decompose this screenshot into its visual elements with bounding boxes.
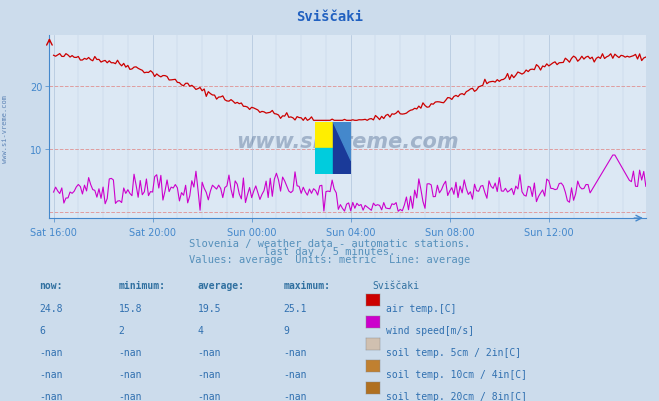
- Text: -nan: -nan: [119, 347, 142, 357]
- Text: -nan: -nan: [198, 347, 221, 357]
- Text: -nan: -nan: [283, 369, 307, 379]
- Text: air temp.[C]: air temp.[C]: [386, 303, 456, 313]
- Text: Sviščaki: Sviščaki: [296, 10, 363, 24]
- Text: -nan: -nan: [40, 347, 63, 357]
- Text: -nan: -nan: [283, 347, 307, 357]
- Text: minimum:: minimum:: [119, 281, 165, 291]
- Text: -nan: -nan: [119, 369, 142, 379]
- Text: -nan: -nan: [40, 369, 63, 379]
- Text: maximum:: maximum:: [283, 281, 330, 291]
- Text: 9: 9: [283, 325, 289, 335]
- Bar: [333, 122, 351, 174]
- Text: -nan: -nan: [198, 391, 221, 401]
- Text: average:: average:: [198, 281, 244, 291]
- Text: soil temp. 10cm / 4in[C]: soil temp. 10cm / 4in[C]: [386, 369, 527, 379]
- Text: 25.1: 25.1: [283, 303, 307, 313]
- Text: now:: now:: [40, 281, 63, 291]
- Text: www.si-vreme.com: www.si-vreme.com: [237, 132, 459, 152]
- Text: soil temp. 20cm / 8in[C]: soil temp. 20cm / 8in[C]: [386, 391, 527, 401]
- Text: -nan: -nan: [119, 391, 142, 401]
- Text: Values: average  Units: metric  Line: average: Values: average Units: metric Line: aver…: [189, 255, 470, 265]
- Text: Sviščaki: Sviščaki: [372, 281, 419, 291]
- Text: soil temp. 5cm / 2in[C]: soil temp. 5cm / 2in[C]: [386, 347, 521, 357]
- Text: www.si-vreme.com: www.si-vreme.com: [2, 94, 9, 162]
- Text: -nan: -nan: [283, 391, 307, 401]
- Text: 24.8: 24.8: [40, 303, 63, 313]
- Text: 4: 4: [198, 325, 204, 335]
- Text: -nan: -nan: [198, 369, 221, 379]
- Polygon shape: [333, 122, 351, 162]
- Bar: [315, 148, 333, 174]
- Text: last day / 5 minutes.: last day / 5 minutes.: [264, 247, 395, 257]
- Text: 6: 6: [40, 325, 45, 335]
- Text: 19.5: 19.5: [198, 303, 221, 313]
- Bar: [315, 122, 333, 148]
- Text: Slovenia / weather data - automatic stations.: Slovenia / weather data - automatic stat…: [189, 239, 470, 249]
- Text: -nan: -nan: [40, 391, 63, 401]
- Text: wind speed[m/s]: wind speed[m/s]: [386, 325, 474, 335]
- Text: 2: 2: [119, 325, 125, 335]
- Text: 15.8: 15.8: [119, 303, 142, 313]
